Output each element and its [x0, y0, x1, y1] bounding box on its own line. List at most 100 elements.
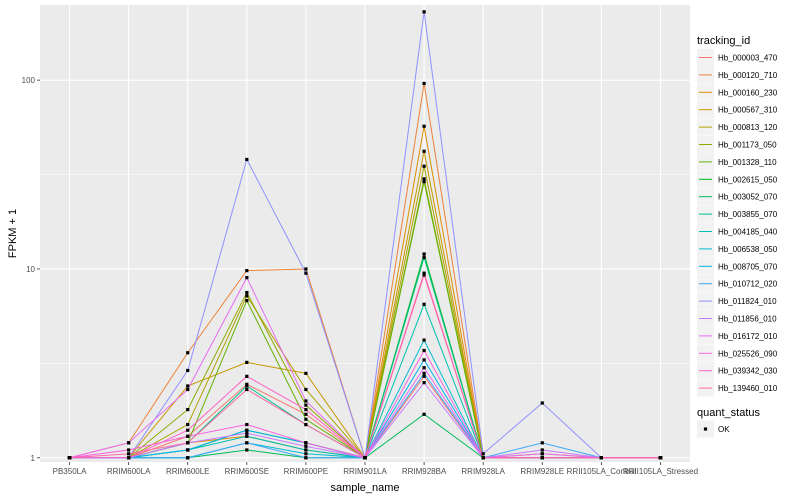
data-point	[186, 384, 190, 388]
data-point	[540, 456, 544, 460]
data-point	[422, 124, 426, 128]
data-point	[127, 456, 131, 460]
x-tick-label: RRIM600LE	[166, 467, 210, 476]
data-point	[304, 407, 308, 412]
legend-label: Hb_011856_010	[718, 315, 777, 324]
data-point	[422, 302, 426, 306]
data-points	[67, 10, 663, 460]
data-point	[245, 360, 249, 365]
legend-label: Hb_016172_010	[718, 332, 778, 341]
data-point	[245, 387, 249, 392]
x-tick-label: RRII105LA_Stressed	[623, 467, 698, 476]
data-point	[422, 255, 426, 260]
data-point	[245, 441, 249, 445]
data-point	[304, 371, 308, 375]
data-point	[245, 431, 249, 435]
x-tick-label: RRIM600LA	[107, 467, 151, 476]
legend-label: Hb_025526_090	[718, 349, 778, 358]
data-point	[245, 157, 249, 162]
legend-label: Hb_000567_310	[718, 106, 778, 115]
data-point	[540, 448, 544, 452]
y-axis-title: FPKM + 1	[7, 209, 19, 258]
data-point	[540, 401, 544, 405]
x-tick-label: RRIM600PE	[284, 467, 328, 476]
legend-label: Hb_003855_070	[718, 210, 778, 219]
data-point	[186, 422, 190, 427]
x-tick-label: RRIM901LA	[343, 467, 387, 476]
data-point	[599, 456, 603, 460]
legend-label: OK	[718, 425, 730, 434]
data-point	[422, 412, 426, 416]
data-point	[186, 448, 190, 452]
data-point	[481, 456, 485, 460]
data-point	[127, 452, 131, 456]
data-point	[245, 428, 249, 432]
data-point	[304, 399, 308, 403]
data-point	[422, 164, 426, 168]
data-point	[304, 456, 308, 460]
data-point	[304, 403, 308, 407]
data-point	[186, 434, 190, 438]
legend-quant-status: quant_status OK	[697, 407, 760, 438]
legend-label: Hb_000160_230	[718, 88, 778, 97]
x-tick-label: RRIM928LA	[461, 467, 505, 476]
legend-title: tracking_id	[697, 35, 750, 47]
legend-label: Hb_002615_050	[718, 175, 778, 184]
legend-label: Hb_003052_070	[718, 193, 778, 202]
data-point	[245, 276, 249, 280]
data-point	[304, 271, 308, 275]
y-tick-label: 1	[31, 454, 36, 463]
data-point	[186, 428, 190, 432]
data-point	[304, 452, 308, 456]
data-point	[422, 271, 426, 275]
legend-tracking-id: tracking_id Hb_000003_470 Hb_000120_710 Hb…	[697, 35, 778, 397]
data-point	[186, 387, 190, 392]
data-point	[422, 273, 426, 277]
data-point	[658, 456, 663, 460]
x-axis: PB350LA RRIM600LA RRIM600LE RRIM600SE RRIM60…	[53, 462, 698, 476]
x-axis-title: sample_name	[330, 482, 399, 494]
data-point	[67, 456, 72, 460]
data-point	[245, 422, 249, 427]
legend-label: Hb_006538_050	[718, 245, 778, 254]
y-axis: 1 10 100	[22, 76, 40, 463]
data-point	[422, 180, 426, 184]
data-point	[363, 456, 367, 460]
legend-label: Hb_001173_050	[718, 141, 777, 150]
legend-quant-status-title: quant_status	[697, 407, 760, 419]
x-tick-label: PB350LA	[53, 467, 87, 476]
data-point	[304, 267, 308, 271]
data-point	[422, 366, 426, 370]
legend-label: Hb_139460_010	[718, 384, 778, 393]
data-point	[422, 177, 426, 181]
legend-shape	[703, 427, 708, 431]
x-tick-label: RRII105LA_Control	[567, 467, 637, 476]
data-point	[422, 81, 426, 86]
legend-label: Hb_011824_010	[718, 297, 777, 306]
data-point	[304, 448, 308, 452]
legend-label: Hb_000813_120	[718, 123, 778, 132]
legend-label: Hb_010712_020	[718, 280, 778, 289]
data-point	[127, 441, 131, 445]
x-tick-label: RRIM928LE	[520, 467, 564, 476]
data-point	[127, 448, 131, 452]
data-point	[245, 434, 249, 438]
data-point	[422, 10, 426, 14]
legend-label: Hb_000120_710	[718, 71, 778, 80]
data-point	[245, 384, 249, 388]
y-tick-label: 10	[26, 265, 35, 274]
data-point	[422, 338, 426, 342]
data-point	[245, 374, 249, 378]
data-point	[304, 422, 308, 427]
data-point	[186, 368, 190, 373]
data-point	[186, 351, 190, 355]
data-point	[422, 348, 426, 353]
data-point	[422, 252, 426, 256]
data-point	[304, 417, 308, 421]
data-point	[540, 441, 544, 445]
data-point	[186, 441, 190, 445]
y-tick-label: 100	[22, 76, 36, 85]
data-point	[245, 269, 249, 273]
data-point	[304, 441, 308, 445]
